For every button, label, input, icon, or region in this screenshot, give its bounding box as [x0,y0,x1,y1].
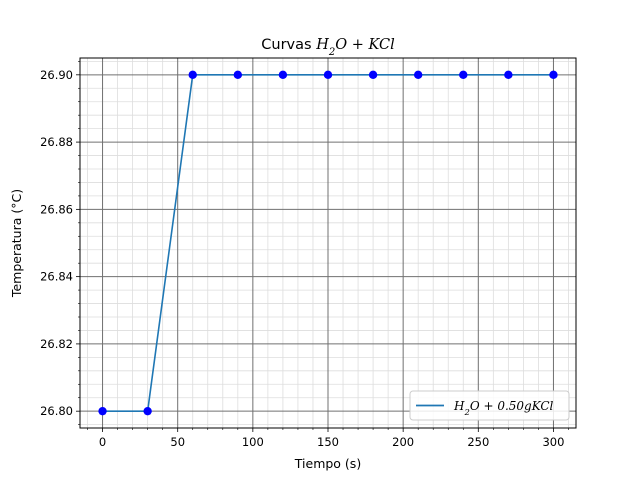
data-point [459,70,468,80]
legend-label: H2O + 0.50gKCl [453,399,554,417]
chart-title: Curvas H2O + KCl [261,37,395,58]
data-point [233,70,243,80]
data-point [323,70,333,80]
x-tick-label: 0 [99,435,106,449]
y-tick-label: 26.80 [40,404,73,418]
x-tick-label: 250 [467,435,489,449]
data-point [278,70,288,80]
y-tick-label: 26.90 [40,68,73,82]
data-point [413,70,423,80]
x-tick-label: 100 [242,435,264,449]
x-axis-label: Tiempo (s) [294,456,361,471]
data-point [549,70,558,80]
x-tick-label: 50 [170,435,185,449]
data-point [504,70,513,80]
x-tick-label: 150 [317,435,339,449]
y-tick-label: 26.88 [40,135,73,149]
x-tick-label: 300 [542,435,564,449]
x-tick-label: 200 [392,435,414,449]
y-axis-label: Temperatura (°C) [9,189,24,298]
legend-box [409,390,570,421]
y-tick-label: 26.82 [40,337,73,351]
plot-frame [79,57,577,429]
y-tick-label: 26.86 [40,202,73,216]
legend: H2O + 0.50gKCl [409,390,570,421]
data-point [188,70,197,80]
data-point [98,406,107,416]
y-tick-label: 26.84 [40,270,73,284]
data-point [368,70,378,80]
data-point [143,406,152,416]
